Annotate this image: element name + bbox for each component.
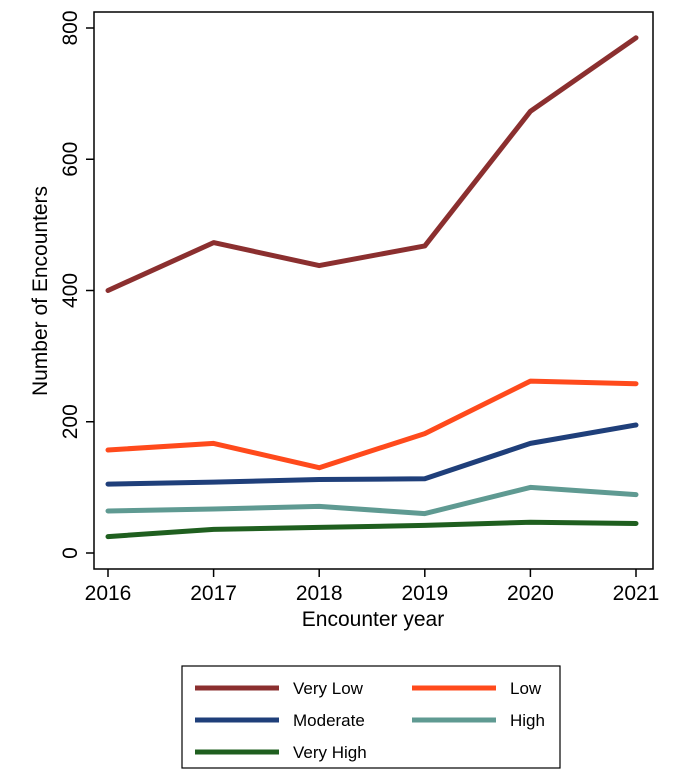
plot-frame <box>93 11 654 570</box>
series-line-moderate <box>105 422 639 487</box>
y-tick-label: 200 <box>59 404 82 439</box>
series-line-low <box>105 378 639 471</box>
y-axis-title: Number of Encounters <box>29 186 52 396</box>
legend: Very Low Low Moderate High Very High <box>181 665 561 769</box>
y-tick-label: 600 <box>59 142 82 177</box>
x-tick-label: 2016 <box>85 582 132 605</box>
legend-items: Very Low Low Moderate High Very High <box>195 679 545 762</box>
series-lines <box>105 35 639 540</box>
legend-label-low: Low <box>510 679 542 698</box>
legend-label-high: High <box>510 711 545 730</box>
y-tick-label: 800 <box>59 10 82 45</box>
x-axis: 2016 2017 2018 2019 2020 2021 <box>85 569 660 605</box>
series-line-high <box>105 484 639 517</box>
legend-label-moderate: Moderate <box>293 711 365 730</box>
legend-label-very-high: Very High <box>293 743 367 762</box>
x-axis-title: Encounter year <box>302 608 444 631</box>
y-tick-label: 0 <box>59 547 82 559</box>
legend-label-very-low: Very Low <box>293 679 364 698</box>
x-tick-label: 2021 <box>613 582 660 605</box>
legend-frame <box>181 665 561 769</box>
x-tick-label: 2019 <box>401 582 448 605</box>
x-tick-label: 2020 <box>507 582 554 605</box>
series-line-very-high <box>105 519 639 540</box>
y-axis: 0 200 400 600 800 <box>59 10 94 559</box>
y-tick-label: 400 <box>59 273 82 308</box>
series-line-very-low <box>105 35 639 293</box>
x-tick-label: 2018 <box>296 582 343 605</box>
x-tick-label: 2017 <box>190 582 237 605</box>
